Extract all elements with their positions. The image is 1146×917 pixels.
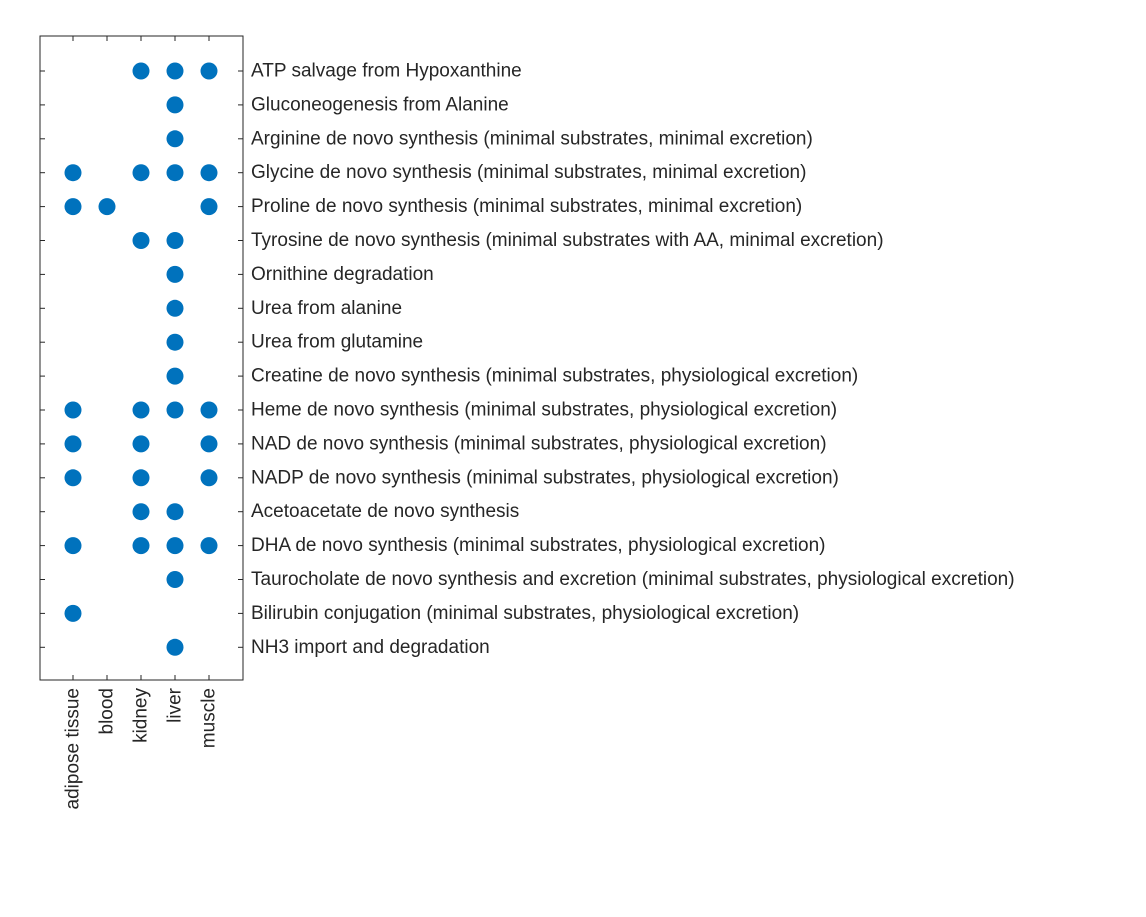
data-point-kidney-row-4 (132, 164, 150, 182)
plot-axes (39, 35, 244, 681)
data-point-liver-row-14 (166, 503, 184, 521)
y-tick-label-acetoacetate-de-novo-synthesis: Acetoacetate de novo synthesis (251, 501, 519, 522)
data-point-muscle-row-13 (200, 469, 218, 487)
y-tick-label-proline-de-novo-synthesis-minimal-substrates-minimal-excretion: Proline de novo synthesis (minimal subst… (251, 196, 802, 217)
data-point-adipose-tissue-row-17 (64, 604, 82, 622)
data-point-liver-row-4 (166, 164, 184, 182)
y-tick-label-heme-de-novo-synthesis-minimal-substrates-physiological-excretion: Heme de novo synthesis (minimal substrat… (251, 400, 837, 421)
y-tick-label-bilirubin-conjugation-minimal-substrates-physiological-excretion: Bilirubin conjugation (minimal substrate… (251, 603, 799, 624)
data-point-liver-row-3 (166, 130, 184, 148)
data-point-liver-row-9 (166, 333, 184, 351)
y-tick-label-urea-from-alanine: Urea from alanine (251, 298, 402, 319)
data-point-liver-row-2 (166, 96, 184, 114)
data-point-kidney-row-6 (132, 232, 150, 249)
x-tick-label-muscle: muscle (199, 688, 220, 748)
data-point-adipose-tissue-row-12 (64, 435, 82, 453)
data-point-adipose-tissue-row-5 (64, 198, 82, 216)
data-point-kidney-row-12 (132, 435, 150, 453)
x-tick-label-kidney: kidney (131, 688, 152, 743)
x-tick-label-adipose-tissue: adipose tissue (63, 688, 84, 809)
data-point-adipose-tissue-row-15 (64, 537, 82, 555)
data-point-muscle-row-1 (200, 62, 218, 80)
y-tick-label-nadp-de-novo-synthesis-minimal-substrates-physiological-excretion: NADP de novo synthesis (minimal substrat… (251, 467, 839, 488)
x-axis-ticks: adipose tissue blood kidney liver muscle (63, 36, 220, 809)
data-point-muscle-row-5 (200, 198, 218, 216)
y-tick-label-atp-salvage-from-hypoxanthine: ATP salvage from Hypoxanthine (251, 61, 522, 82)
data-point-liver-row-10 (166, 367, 184, 385)
y-tick-label-nh3-import-and-degradation: NH3 import and degradation (251, 637, 490, 658)
data-point-kidney-row-14 (132, 503, 150, 521)
data-point-adipose-tissue-row-4 (64, 164, 82, 182)
y-tick-label-urea-from-glutamine: Urea from glutamine (251, 332, 423, 353)
data-point-kidney-row-1 (132, 62, 150, 80)
y-tick-label-nad-de-novo-synthesis-minimal-substrates-physiological-excretion: NAD de novo synthesis (minimal substrate… (251, 433, 827, 454)
data-point-liver-row-8 (166, 299, 184, 317)
y-tick-label-arginine-de-novo-synthesis-minimal-substrates-minimal-excretion: Arginine de novo synthesis (minimal subs… (251, 128, 813, 149)
data-point-liver-row-11 (166, 401, 184, 419)
data-point-liver-row-15 (166, 537, 184, 555)
data-point-muscle-row-4 (200, 164, 218, 182)
data-point-kidney-row-11 (132, 401, 150, 419)
plot-area-border (39, 35, 244, 681)
y-tick-label-creatine-de-novo-synthesis-minimal-substrates-physiological-excretion: Creatine de novo synthesis (minimal subs… (251, 366, 858, 387)
data-point-kidney-row-13 (132, 469, 150, 487)
x-tick-label-blood: blood (97, 688, 118, 735)
data-point-liver-row-6 (166, 232, 184, 249)
data-point-liver-row-18 (166, 638, 184, 656)
x-tick-label-liver: liver (165, 687, 186, 723)
data-point-liver-row-16 (166, 571, 184, 588)
data-point-liver-row-1 (166, 62, 184, 80)
data-point-muscle-row-12 (200, 435, 218, 453)
y-tick-label-gluconeogenesis-from-alanine: Gluconeogenesis from Alanine (251, 94, 509, 115)
y-tick-label-dha-de-novo-synthesis-minimal-substrates-physiological-excretion: DHA de novo synthesis (minimal substrate… (251, 535, 825, 556)
data-point-blood-row-5 (98, 198, 116, 216)
data-point-adipose-tissue-row-13 (64, 469, 82, 487)
data-points (64, 62, 218, 656)
data-point-muscle-row-15 (200, 537, 218, 555)
y-axis-ticks: ATP salvage from Hypoxanthine Gluconeogen… (40, 61, 1015, 658)
data-point-liver-row-7 (166, 265, 184, 283)
y-tick-label-glycine-de-novo-synthesis-minimal-substrates-minimal-excretion: Glycine de novo synthesis (minimal subst… (251, 162, 806, 183)
y-tick-label-taurocholate-de-novo-synthesis-and-excretion-minimal-substrates-physiological-excretion: Taurocholate de novo synthesis and excre… (251, 569, 1015, 590)
y-tick-label-tyrosine-de-novo-synthesis-minimal-substrates-with-aa-minimal-excretion: Tyrosine de novo synthesis (minimal subs… (251, 230, 884, 251)
data-point-muscle-row-11 (200, 401, 218, 419)
data-point-kidney-row-15 (132, 537, 150, 555)
data-point-adipose-tissue-row-11 (64, 401, 82, 419)
y-tick-label-ornithine-degradation: Ornithine degradation (251, 264, 434, 285)
